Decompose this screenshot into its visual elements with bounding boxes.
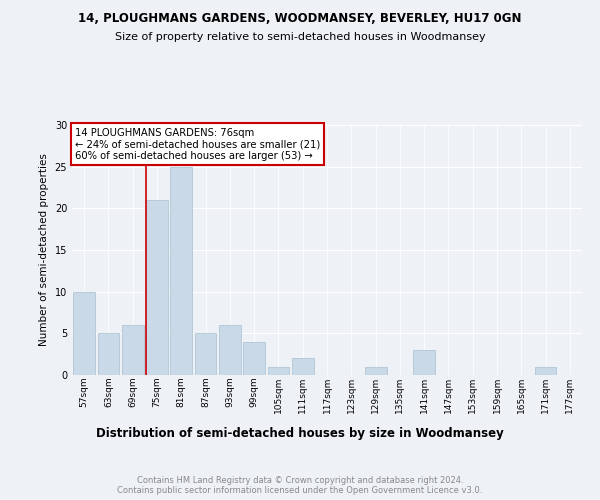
- Text: Size of property relative to semi-detached houses in Woodmansey: Size of property relative to semi-detach…: [115, 32, 485, 42]
- Bar: [73, 292, 95, 375]
- Bar: [170, 166, 192, 375]
- Y-axis label: Number of semi-detached properties: Number of semi-detached properties: [39, 154, 49, 346]
- Bar: [122, 325, 143, 375]
- Bar: [535, 366, 556, 375]
- Bar: [292, 358, 314, 375]
- Bar: [97, 334, 119, 375]
- Text: Distribution of semi-detached houses by size in Woodmansey: Distribution of semi-detached houses by …: [96, 428, 504, 440]
- Text: Contains HM Land Registry data © Crown copyright and database right 2024.
Contai: Contains HM Land Registry data © Crown c…: [118, 476, 482, 495]
- Text: 14 PLOUGHMANS GARDENS: 76sqm
← 24% of semi-detached houses are smaller (21)
60% : 14 PLOUGHMANS GARDENS: 76sqm ← 24% of se…: [74, 128, 320, 160]
- Bar: [219, 325, 241, 375]
- Bar: [243, 342, 265, 375]
- Text: 14, PLOUGHMANS GARDENS, WOODMANSEY, BEVERLEY, HU17 0GN: 14, PLOUGHMANS GARDENS, WOODMANSEY, BEVE…: [78, 12, 522, 26]
- Bar: [413, 350, 435, 375]
- Bar: [146, 200, 168, 375]
- Bar: [365, 366, 386, 375]
- Bar: [194, 334, 217, 375]
- Bar: [268, 366, 289, 375]
